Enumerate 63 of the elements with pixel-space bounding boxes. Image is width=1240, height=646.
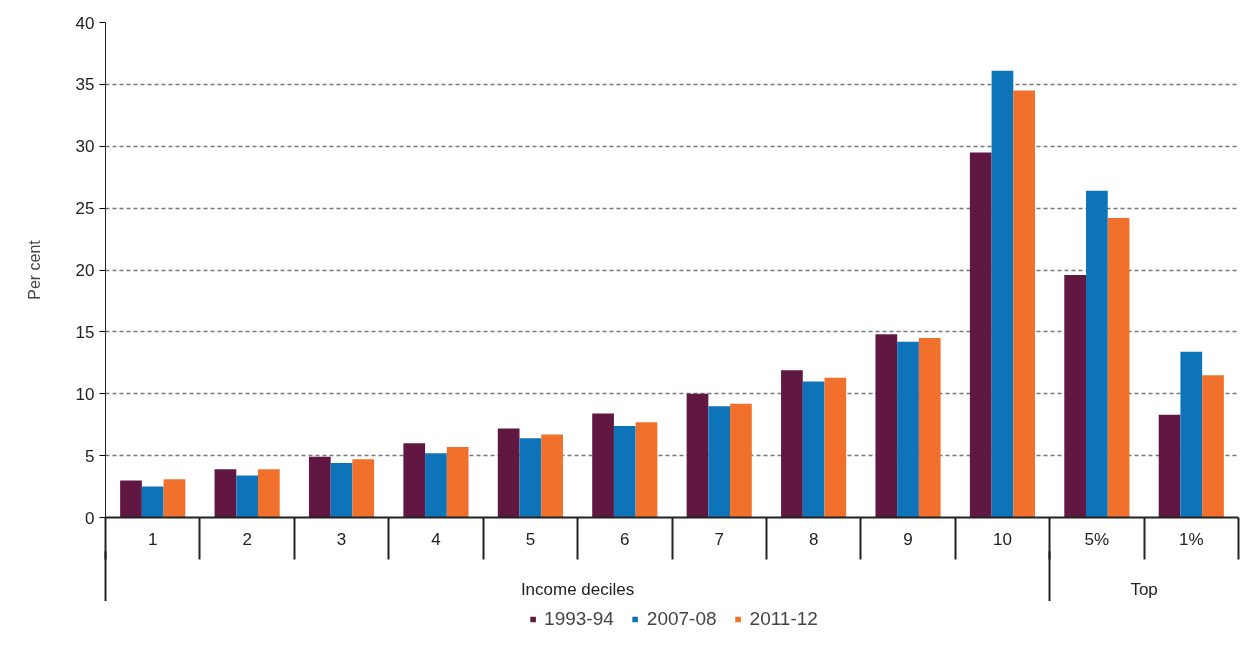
bar [163,479,186,518]
bar [918,338,941,518]
bar [519,438,542,518]
bar [541,434,563,518]
legend-label: 1993-94 [544,608,614,630]
bar [1064,274,1087,518]
bar [781,370,803,518]
y-tick-label: 15 [75,322,95,342]
bar [991,70,1014,518]
bar [1202,375,1224,518]
bar [897,341,919,518]
bar [1158,414,1181,518]
bar [708,406,731,518]
bar [497,428,520,518]
bar [875,334,898,518]
x-tick-label: 8 [808,529,819,549]
text: Income deciles [520,579,635,599]
bar [1107,218,1130,518]
bar [613,425,636,518]
bar [802,381,825,518]
x-tick-label: 9 [903,529,913,549]
x-tick-label: 10 [993,529,1012,549]
y-tick-label: 35 [75,75,95,95]
bar [236,475,258,518]
text: Top [1130,579,1158,599]
y-tick-label: 30 [75,137,95,157]
bar [403,443,426,518]
bar [730,403,752,518]
y-tick-label: 5 [85,446,95,466]
y-tick-label: 40 [75,13,95,33]
bar [592,413,614,518]
bar [1013,90,1036,518]
legend-label: 2011-12 [749,608,818,630]
x-tick-label: 4 [431,529,441,549]
legend-label: 2007-08 [646,608,717,630]
bar [446,446,469,518]
bar [352,459,375,518]
bar [824,377,847,518]
x-tick-label: 7 [714,529,724,549]
y-tick-label: 10 [75,384,95,404]
bar [120,480,142,518]
bar [425,453,447,518]
x-tick-label: 3 [336,529,347,549]
y-tick-label: 25 [75,199,95,219]
x-tick-label: 1% [1179,529,1204,549]
bar [686,393,709,518]
y-axis-title: Per cent [25,239,43,300]
bar [1086,190,1108,518]
bar [214,469,237,518]
x-tick-label: 5% [1084,529,1110,549]
x-tick-label: 2 [242,529,252,549]
y-tick-label: 20 [75,261,95,280]
bar [257,469,280,518]
bar [969,152,992,518]
bar [308,456,331,518]
bar [635,422,658,518]
bar [141,486,164,518]
y-tick-label: 0 [85,508,95,528]
x-tick-label: 6 [620,529,630,549]
x-tick-label: 5 [525,529,536,549]
x-tick-label: 1 [147,529,158,549]
bar [1180,351,1203,518]
bar [330,463,353,518]
